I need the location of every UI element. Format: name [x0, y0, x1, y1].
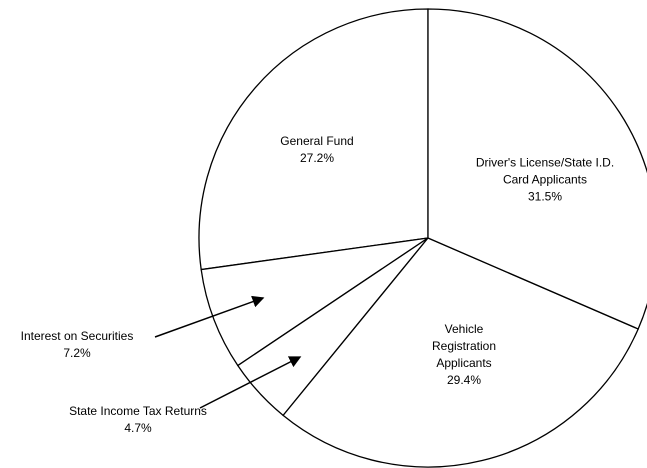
category-name: Driver's License/State I.D. Card Applica…: [475, 155, 615, 187]
value-label: 29.4%: [446, 373, 482, 387]
category-name: State Income Tax Returns: [69, 404, 207, 418]
pie-slice: [200, 237, 429, 367]
value-label: 7.2%: [63, 346, 91, 360]
slice-label: General Fund 27.2%: [257, 133, 377, 167]
value-label: 27.2%: [299, 151, 335, 165]
slice-label: State Income Tax Returns 4.7%: [58, 403, 218, 437]
category-name: Vehicle Registration Applicants: [431, 322, 497, 370]
pie-slice: [198, 8, 429, 271]
value-label: 31.5%: [527, 189, 563, 204]
pie-slice: [427, 8, 647, 330]
value-label: 4.7%: [124, 421, 152, 435]
leader-arrow: [154, 295, 265, 338]
pie-slice: [282, 237, 640, 468]
category-name: Interest on Securities: [20, 329, 134, 343]
leader-arrow: [199, 356, 302, 409]
slice-label: Vehicle Registration Applicants 29.4%: [419, 321, 509, 389]
slice-label: Driver's License/State I.D. Card Applica…: [475, 155, 615, 206]
slice-label: Interest on Securities 7.2%: [0, 328, 157, 362]
category-name: General Fund: [280, 134, 354, 148]
